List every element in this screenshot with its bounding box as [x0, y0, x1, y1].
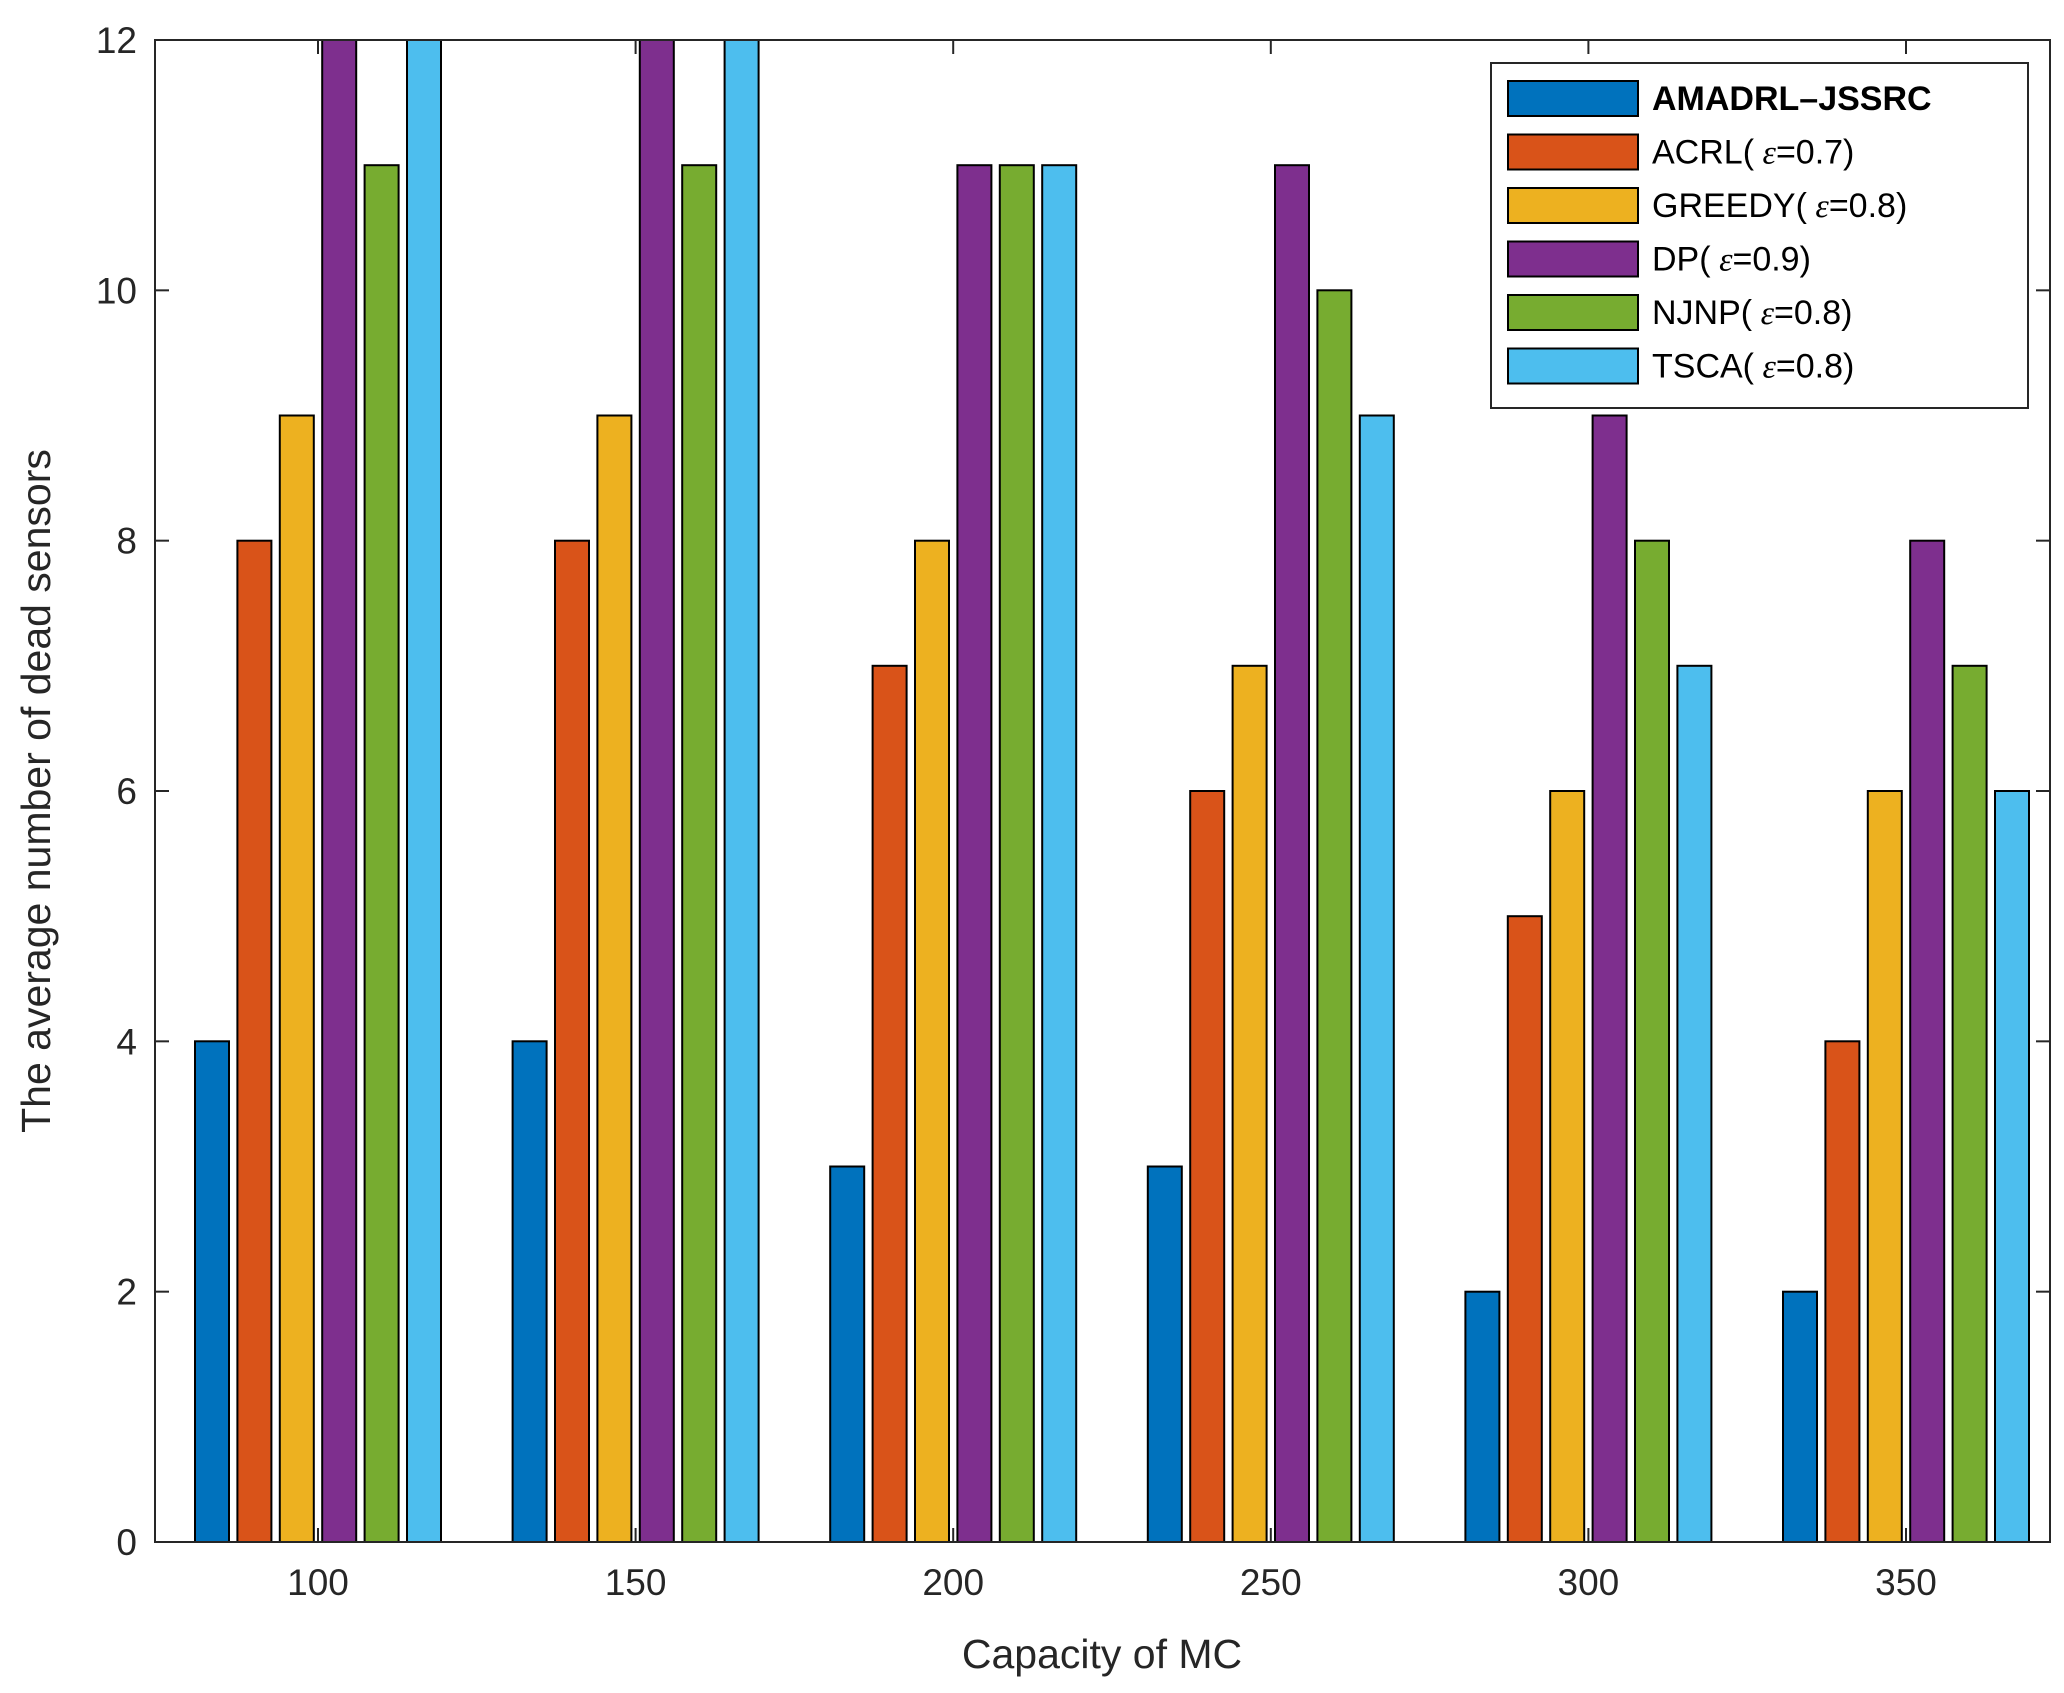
legend-swatch-4: [1507, 240, 1639, 278]
bar-350-series-3: [1866, 790, 1903, 1543]
bar-300-series-2: [1506, 915, 1543, 1543]
y-tick-label: 8: [116, 521, 137, 562]
bar-200-series-4: [956, 164, 993, 1544]
legend-epsilon-symbol: ε: [1711, 242, 1734, 279]
x-tick-label: 100: [287, 1562, 349, 1603]
legend-swatch-3: [1507, 187, 1639, 224]
x-tick-label: 300: [1558, 1562, 1620, 1603]
legend-label-name: AMADRL–JSSRC: [1652, 80, 1932, 118]
bar-100-series-1: [194, 1040, 230, 1544]
bar-150-series-4: [638, 39, 675, 1543]
legend-epsilon-symbol: ε: [1752, 295, 1775, 332]
x-tick-label: 150: [605, 1562, 667, 1603]
legend-swatch-5: [1507, 294, 1639, 331]
y-tick-label: 6: [116, 771, 137, 812]
x-tick-label: 200: [922, 1562, 984, 1603]
bars-layer: [194, 39, 2030, 1544]
bar-200-series-6: [1041, 164, 1078, 1544]
bar-250-series-5: [1316, 289, 1353, 1543]
legend-swatch-6: [1507, 347, 1639, 385]
bar-250-series-4: [1274, 164, 1310, 1544]
bar-200-series-2: [871, 664, 908, 1543]
legend-epsilon-symbol: ε: [1754, 135, 1777, 172]
bar-350-series-5: [1951, 664, 1988, 1543]
bar-300-series-1: [1464, 1290, 1501, 1543]
legend-epsilon-value: =0.8): [1829, 187, 1907, 225]
legend-label-4: DP( ε=0.9): [1652, 241, 1811, 279]
legend-swatch-1: [1507, 80, 1639, 117]
bar-100-series-5: [363, 164, 400, 1544]
legend-label-name: NJNP(: [1652, 294, 1753, 332]
bar-150-series-1: [511, 1040, 548, 1544]
bar-350-series-1: [1782, 1290, 1818, 1543]
bar-250-series-3: [1231, 664, 1268, 1543]
bar-100-series-6: [406, 39, 442, 1543]
x-axis-title: Capacity of MC: [962, 1631, 1242, 1677]
ticks-layer: 0 2 4 6 8 10 12 100 150 200 250 300 350: [96, 20, 2050, 1603]
y-tick-label: 4: [116, 1021, 137, 1062]
legend-label-name: GREEDY(: [1652, 187, 1808, 225]
legend-label-name: ACRL(: [1652, 134, 1755, 172]
legend-epsilon-value: =0.8): [1776, 348, 1854, 386]
bar-150-series-6: [723, 39, 760, 1543]
legend-label-name: TSCA(: [1652, 348, 1755, 386]
legend-epsilon-value: =0.9): [1732, 241, 1810, 279]
bar-300-series-3: [1549, 790, 1586, 1543]
x-tick-label: 250: [1240, 1562, 1302, 1603]
bar-350-series-4: [1909, 539, 1946, 1543]
bar-300-series-5: [1634, 539, 1670, 1543]
bar-250-series-2: [1189, 790, 1226, 1543]
bar-250-series-6: [1358, 414, 1395, 1543]
bar-150-series-3: [596, 414, 633, 1543]
y-tick-label: 2: [116, 1272, 137, 1313]
legend-epsilon-value: =0.7): [1776, 134, 1854, 172]
legend-swatch-2: [1507, 133, 1639, 171]
y-tick-label: 0: [116, 1522, 137, 1563]
bar-300-series-6: [1676, 664, 1713, 1543]
legend-epsilon-symbol: ε: [1807, 188, 1830, 225]
bar-150-series-2: [554, 539, 590, 1543]
bar-100-series-4: [321, 39, 358, 1543]
legend-epsilon-symbol: ε: [1754, 349, 1777, 386]
bar-250-series-1: [1146, 1165, 1183, 1543]
bar-350-series-6: [1994, 790, 2030, 1543]
bar-200-series-3: [914, 539, 950, 1543]
bar-350-series-2: [1824, 1040, 1861, 1544]
bar-300-series-4: [1591, 414, 1628, 1543]
y-tick-label: 12: [96, 20, 137, 61]
legend-label-3: GREEDY( ε=0.8): [1652, 187, 1907, 225]
y-axis-title: The average number of dead sensors: [13, 449, 59, 1133]
x-tick-label: 350: [1875, 1562, 1937, 1603]
bar-150-series-5: [681, 164, 718, 1544]
bar-100-series-2: [236, 539, 273, 1543]
legend-label-2: ACRL( ε=0.7): [1652, 134, 1854, 172]
bar-200-series-5: [998, 164, 1035, 1544]
legend-epsilon-value: =0.8): [1774, 294, 1852, 332]
legend-label-6: TSCA( ε=0.8): [1652, 348, 1854, 386]
legend-label-name: DP(: [1652, 241, 1711, 279]
legend-label-5: NJNP( ε=0.8): [1652, 294, 1852, 332]
legend-label-1: AMADRL–JSSRC: [1652, 80, 1932, 118]
y-tick-label: 10: [96, 270, 137, 311]
bar-100-series-3: [278, 414, 315, 1543]
bar-200-series-1: [829, 1165, 866, 1543]
